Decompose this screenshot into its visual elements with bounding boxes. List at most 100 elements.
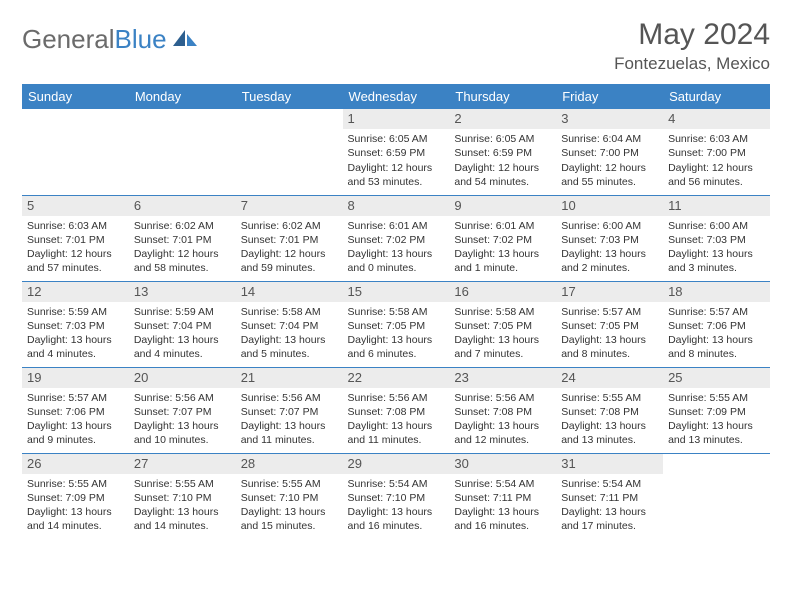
logo: GeneralBlue — [22, 24, 199, 55]
calendar-body: 1Sunrise: 6:05 AMSunset: 6:59 PMDaylight… — [22, 109, 770, 539]
daylight-text: Daylight: 13 hours and 9 minutes. — [27, 419, 124, 447]
sunset-text: Sunset: 7:06 PM — [668, 319, 765, 333]
day-data: Sunrise: 5:57 AMSunset: 7:06 PMDaylight:… — [22, 388, 129, 452]
daylight-text: Daylight: 13 hours and 17 minutes. — [561, 505, 658, 533]
sunset-text: Sunset: 7:09 PM — [668, 405, 765, 419]
sunset-text: Sunset: 7:08 PM — [454, 405, 551, 419]
day-number: 1 — [343, 109, 450, 129]
sunrise-text: Sunrise: 5:57 AM — [668, 305, 765, 319]
day-number: 18 — [663, 282, 770, 302]
day-data: Sunrise: 5:59 AMSunset: 7:04 PMDaylight:… — [129, 302, 236, 366]
location-label: Fontezuelas, Mexico — [614, 54, 770, 74]
calendar-day-cell: 27Sunrise: 5:55 AMSunset: 7:10 PMDayligh… — [129, 453, 236, 539]
day-data: Sunrise: 5:55 AMSunset: 7:09 PMDaylight:… — [663, 388, 770, 452]
day-data: Sunrise: 5:59 AMSunset: 7:03 PMDaylight:… — [22, 302, 129, 366]
daylight-text: Daylight: 13 hours and 3 minutes. — [668, 247, 765, 275]
sunrise-text: Sunrise: 5:54 AM — [348, 477, 445, 491]
day-data: Sunrise: 5:56 AMSunset: 7:08 PMDaylight:… — [343, 388, 450, 452]
weekday-header: Wednesday — [343, 84, 450, 109]
day-data: Sunrise: 5:56 AMSunset: 7:07 PMDaylight:… — [236, 388, 343, 452]
day-number: 24 — [556, 368, 663, 388]
sunset-text: Sunset: 7:11 PM — [561, 491, 658, 505]
weekday-header: Sunday — [22, 84, 129, 109]
day-data: Sunrise: 5:58 AMSunset: 7:05 PMDaylight:… — [343, 302, 450, 366]
sunrise-text: Sunrise: 5:55 AM — [668, 391, 765, 405]
daylight-text: Daylight: 12 hours and 59 minutes. — [241, 247, 338, 275]
calendar-day-cell: 14Sunrise: 5:58 AMSunset: 7:04 PMDayligh… — [236, 281, 343, 367]
day-number: 14 — [236, 282, 343, 302]
day-data: Sunrise: 5:57 AMSunset: 7:06 PMDaylight:… — [663, 302, 770, 366]
day-data: Sunrise: 5:57 AMSunset: 7:05 PMDaylight:… — [556, 302, 663, 366]
sunset-text: Sunset: 7:10 PM — [241, 491, 338, 505]
day-number: 4 — [663, 109, 770, 129]
sunrise-text: Sunrise: 5:54 AM — [561, 477, 658, 491]
day-number: 16 — [449, 282, 556, 302]
daylight-text: Daylight: 13 hours and 8 minutes. — [668, 333, 765, 361]
day-number: 5 — [22, 196, 129, 216]
day-number — [663, 454, 770, 460]
sunrise-text: Sunrise: 6:02 AM — [241, 219, 338, 233]
sunrise-text: Sunrise: 5:57 AM — [561, 305, 658, 319]
sunrise-text: Sunrise: 6:01 AM — [348, 219, 445, 233]
calendar-day-cell: 16 Sunrise: 5:58 AMSunset: 7:05 PMDayligh… — [449, 281, 556, 367]
sunrise-text: Sunrise: 6:01 AM — [454, 219, 551, 233]
sunset-text: Sunset: 7:01 PM — [27, 233, 124, 247]
sunset-text: Sunset: 7:02 PM — [348, 233, 445, 247]
calendar-day-cell — [129, 109, 236, 195]
sunrise-text: Sunrise: 5:55 AM — [27, 477, 124, 491]
sunset-text: Sunset: 7:10 PM — [348, 491, 445, 505]
day-data: Sunrise: 5:54 AMSunset: 7:11 PMDaylight:… — [449, 474, 556, 538]
sunset-text: Sunset: 7:05 PM — [561, 319, 658, 333]
daylight-text: Daylight: 13 hours and 0 minutes. — [348, 247, 445, 275]
daylight-text: Daylight: 13 hours and 16 minutes. — [348, 505, 445, 533]
day-number — [129, 109, 236, 115]
day-data: Sunrise: 6:05 AMSunset: 6:59 PMDaylight:… — [449, 129, 556, 193]
day-number: 31 — [556, 454, 663, 474]
day-number: 20 — [129, 368, 236, 388]
sunrise-text: Sunrise: 5:55 AM — [241, 477, 338, 491]
calendar-day-cell: 12Sunrise: 5:59 AMSunset: 7:03 PMDayligh… — [22, 281, 129, 367]
sunrise-text: Sunrise: 5:56 AM — [134, 391, 231, 405]
sunset-text: Sunset: 7:10 PM — [134, 491, 231, 505]
day-number: 15 — [343, 282, 450, 302]
weekday-header: Friday — [556, 84, 663, 109]
sunset-text: Sunset: 7:05 PM — [454, 319, 551, 333]
day-data: Sunrise: 6:00 AMSunset: 7:03 PMDaylight:… — [556, 216, 663, 280]
calendar-day-cell: 28Sunrise: 5:55 AMSunset: 7:10 PMDayligh… — [236, 453, 343, 539]
daylight-text: Daylight: 13 hours and 13 minutes. — [668, 419, 765, 447]
sunset-text: Sunset: 7:02 PM — [454, 233, 551, 247]
logo-sail-icon — [171, 28, 199, 48]
calendar-table: Sunday Monday Tuesday Wednesday Thursday… — [22, 84, 770, 539]
calendar-day-cell: 17Sunrise: 5:57 AMSunset: 7:05 PMDayligh… — [556, 281, 663, 367]
sunset-text: Sunset: 7:00 PM — [561, 146, 658, 160]
day-number: 23 — [449, 368, 556, 388]
day-number: 3 — [556, 109, 663, 129]
calendar-week-row: 5Sunrise: 6:03 AMSunset: 7:01 PMDaylight… — [22, 195, 770, 281]
day-data: Sunrise: 5:55 AMSunset: 7:08 PMDaylight:… — [556, 388, 663, 452]
day-data: Sunrise: 5:54 AMSunset: 7:10 PMDaylight:… — [343, 474, 450, 538]
day-data: Sunrise: 6:03 AMSunset: 7:01 PMDaylight:… — [22, 216, 129, 280]
daylight-text: Daylight: 13 hours and 5 minutes. — [241, 333, 338, 361]
sunrise-text: Sunrise: 5:55 AM — [134, 477, 231, 491]
sunset-text: Sunset: 7:09 PM — [27, 491, 124, 505]
day-number — [236, 109, 343, 115]
sunset-text: Sunset: 7:03 PM — [27, 319, 124, 333]
calendar-day-cell: 2Sunrise: 6:05 AMSunset: 6:59 PMDaylight… — [449, 109, 556, 195]
day-number: 22 — [343, 368, 450, 388]
sunset-text: Sunset: 7:07 PM — [134, 405, 231, 419]
daylight-text: Daylight: 13 hours and 1 minute. — [454, 247, 551, 275]
sunrise-text: Sunrise: 5:58 AM — [454, 305, 551, 319]
daylight-text: Daylight: 12 hours and 53 minutes. — [348, 161, 445, 189]
daylight-text: Daylight: 13 hours and 16 minutes. — [454, 505, 551, 533]
sunrise-text: Sunrise: 5:58 AM — [348, 305, 445, 319]
calendar-day-cell — [22, 109, 129, 195]
daylight-text: Daylight: 12 hours and 54 minutes. — [454, 161, 551, 189]
sunrise-text: Sunrise: 5:55 AM — [561, 391, 658, 405]
daylight-text: Daylight: 13 hours and 7 minutes. — [454, 333, 551, 361]
sunset-text: Sunset: 7:06 PM — [27, 405, 124, 419]
day-number: 8 — [343, 196, 450, 216]
sunset-text: Sunset: 7:03 PM — [668, 233, 765, 247]
weekday-header: Tuesday — [236, 84, 343, 109]
sunset-text: Sunset: 7:04 PM — [134, 319, 231, 333]
sunrise-text: Sunrise: 6:03 AM — [668, 132, 765, 146]
